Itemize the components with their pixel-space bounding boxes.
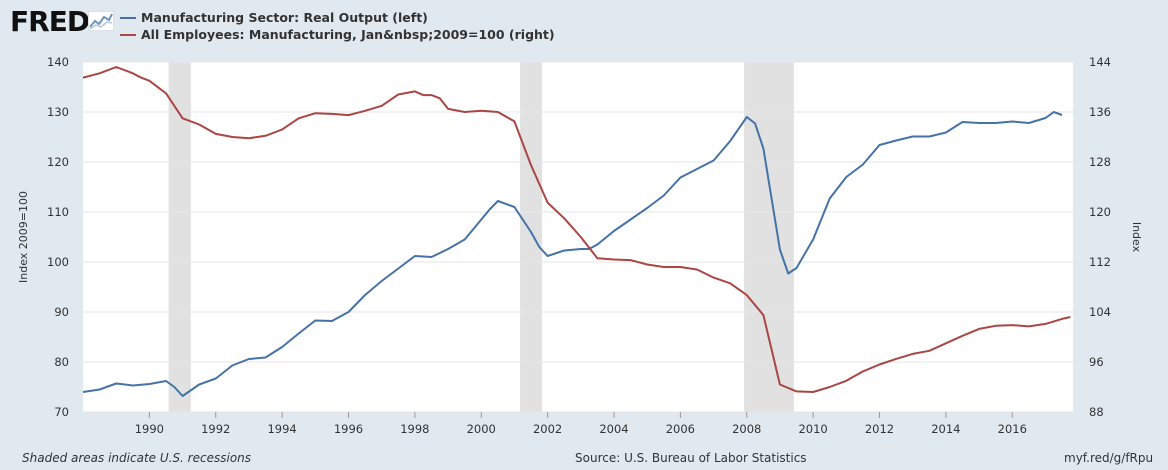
y-tick-right-label: 136 xyxy=(1089,105,1111,119)
legend-label-employees: All Employees: Manufacturing, Jan&nbsp;2… xyxy=(141,27,555,42)
series-line-real-output xyxy=(82,111,1063,397)
plot-area xyxy=(83,62,1073,412)
y-tick-right-label: 120 xyxy=(1089,205,1111,219)
y-tick-left-label: 110 xyxy=(47,205,69,219)
y-tick-right-label: 144 xyxy=(1089,55,1111,69)
recession-note: Shaded areas indicate U.S. recessions xyxy=(22,451,252,465)
y-tick-left-label: 130 xyxy=(47,105,69,119)
y-tick-right-label: 128 xyxy=(1089,155,1111,169)
y-tick-left-label: 80 xyxy=(54,355,69,369)
x-tick-label: 1996 xyxy=(334,422,363,436)
recession-band-2 xyxy=(744,62,794,412)
x-tick-label: 1998 xyxy=(400,422,429,436)
x-tick-label: 2004 xyxy=(599,422,628,436)
grid-lines xyxy=(83,61,1073,413)
x-tick-label: 2010 xyxy=(798,422,827,436)
y-tick-right-label: 96 xyxy=(1089,355,1104,369)
y-axis-label-left: Index 2009=100 xyxy=(17,191,30,283)
x-tick-label: 2014 xyxy=(931,422,960,436)
series-lines xyxy=(82,66,1071,397)
x-tick-label: 2012 xyxy=(865,422,894,436)
chart-line-icon xyxy=(88,11,114,31)
y-tick-left-label: 70 xyxy=(54,405,69,419)
y-tick-left-label: 140 xyxy=(47,55,69,69)
source-text: Source: U.S. Bureau of Labor Statistics xyxy=(575,451,807,465)
y-axis-label-right: Index xyxy=(1130,222,1143,253)
x-tick-label: 1990 xyxy=(135,422,164,436)
x-tick-label: 2002 xyxy=(533,422,562,436)
y-tick-left-label: 100 xyxy=(47,255,69,269)
legend-label-real-output: Manufacturing Sector: Real Output (left) xyxy=(141,10,428,25)
y-tick-left-label: 90 xyxy=(54,305,69,319)
y-tick-right-label: 104 xyxy=(1089,305,1111,319)
series-line-employees xyxy=(82,66,1071,393)
legend-item-employees[interactable]: All Employees: Manufacturing, Jan&nbsp;2… xyxy=(120,27,555,42)
x-tick-label: 2000 xyxy=(467,422,496,436)
recession-band-0 xyxy=(168,62,191,412)
x-tick-label: 2008 xyxy=(732,422,761,436)
x-tick-label: 1992 xyxy=(201,422,230,436)
x-tick-label: 1994 xyxy=(267,422,296,436)
legend-swatch-blue xyxy=(120,16,136,19)
recession-band-1 xyxy=(520,62,542,412)
y-tick-right-label: 112 xyxy=(1089,255,1111,269)
chart-header: FRED Manufacturing Sector: Real Output (… xyxy=(0,0,1168,48)
legend-item-real-output[interactable]: Manufacturing Sector: Real Output (left) xyxy=(120,10,428,25)
fred-logo[interactable]: FRED xyxy=(10,5,90,38)
x-tick-label: 2006 xyxy=(666,422,695,436)
y-tick-right-label: 88 xyxy=(1089,405,1104,419)
short-url-link[interactable]: myf.red/g/fRpu xyxy=(1064,451,1154,465)
axes: 70 80 90 100 110 120 130 140 88 96 104 112 120 128 136… xyxy=(47,55,1111,436)
legend-swatch-red xyxy=(120,33,136,36)
x-tick-label: 2016 xyxy=(998,422,1027,436)
y-tick-left-label: 120 xyxy=(47,155,69,169)
